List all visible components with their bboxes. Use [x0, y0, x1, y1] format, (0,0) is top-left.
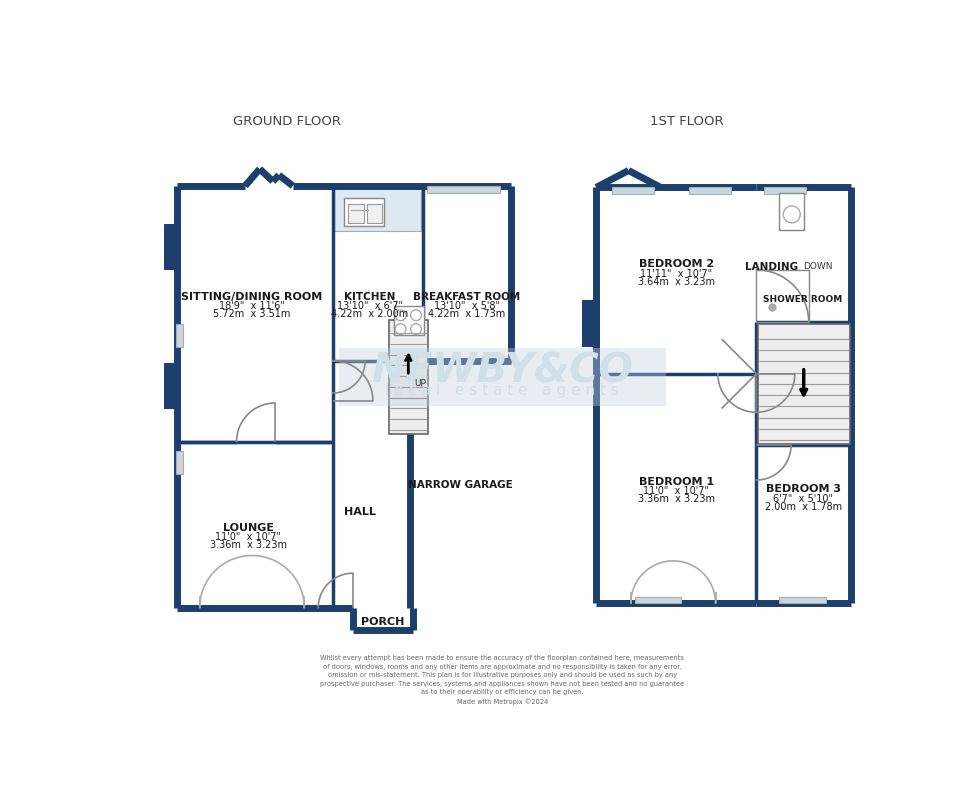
- Bar: [427, 186, 500, 192]
- Text: l o c a l   e s t a t e   a g e n t s: l o c a l e s t a t e a g e n t s: [385, 383, 619, 398]
- Text: BEDROOM 2: BEDROOM 2: [639, 260, 713, 269]
- Text: DOWN: DOWN: [804, 262, 833, 271]
- Bar: [757, 270, 808, 322]
- Bar: [389, 320, 427, 434]
- Bar: [779, 597, 826, 604]
- Bar: [167, 366, 177, 405]
- Bar: [339, 348, 666, 406]
- Text: LOUNGE: LOUNGE: [222, 523, 273, 533]
- Bar: [585, 303, 596, 343]
- Bar: [395, 306, 423, 335]
- Bar: [175, 451, 183, 474]
- Text: 11'0"  x 10'7": 11'0" x 10'7": [643, 485, 710, 496]
- Text: UP: UP: [415, 379, 426, 388]
- Bar: [167, 227, 177, 266]
- Text: NEWBY&CO: NEWBY&CO: [371, 352, 633, 391]
- Text: 18'9"  x 11'6": 18'9" x 11'6": [220, 301, 285, 311]
- Text: 1ST FLOOR: 1ST FLOOR: [651, 115, 724, 128]
- Text: Whilst every attempt has been made to ensure the accuracy of the floorplan conta: Whilst every attempt has been made to en…: [320, 656, 684, 705]
- Bar: [348, 204, 364, 223]
- Bar: [344, 198, 384, 226]
- Text: 3.36m  x 3.23m: 3.36m x 3.23m: [638, 494, 714, 505]
- Bar: [367, 204, 382, 223]
- Bar: [758, 324, 850, 444]
- Text: PORCH: PORCH: [362, 617, 405, 626]
- Bar: [689, 188, 731, 193]
- Text: 3.36m  x 3.23m: 3.36m x 3.23m: [210, 540, 287, 550]
- Text: 6'7"  x 5'10": 6'7" x 5'10": [773, 493, 833, 504]
- Text: LANDING: LANDING: [745, 261, 799, 272]
- Text: BREAKFAST ROOM: BREAKFAST ROOM: [414, 291, 520, 302]
- Text: HALL: HALL: [344, 508, 375, 517]
- Text: 2.00m  x 1.78m: 2.00m x 1.78m: [764, 502, 842, 512]
- Text: 13'10"  x 5'8": 13'10" x 5'8": [434, 301, 500, 311]
- Text: BEDROOM 1: BEDROOM 1: [639, 477, 713, 486]
- Bar: [175, 324, 183, 347]
- Bar: [764, 188, 807, 193]
- Text: BEDROOM 3: BEDROOM 3: [765, 484, 841, 494]
- Text: 13'10"  x 6'7": 13'10" x 6'7": [337, 301, 403, 311]
- Text: KITCHEN: KITCHEN: [344, 291, 396, 302]
- Text: 5.72m  x 3.51m: 5.72m x 3.51m: [214, 310, 291, 319]
- Text: 11'11"  x 10'7": 11'11" x 10'7": [640, 268, 712, 279]
- Text: GROUND FLOOR: GROUND FLOOR: [232, 115, 341, 128]
- Text: 4.22m  x 1.73m: 4.22m x 1.73m: [428, 310, 506, 319]
- Text: 11'0"  x 10'7": 11'0" x 10'7": [216, 532, 281, 542]
- Bar: [612, 188, 654, 193]
- Text: 4.22m  x 2.00m: 4.22m x 2.00m: [331, 310, 409, 319]
- Text: 3.64m  x 3.23m: 3.64m x 3.23m: [638, 277, 714, 287]
- Bar: [779, 192, 804, 230]
- Bar: [635, 597, 681, 604]
- Text: SITTING/DINING ROOM: SITTING/DINING ROOM: [181, 291, 322, 302]
- Text: NARROW GARAGE: NARROW GARAGE: [408, 481, 513, 490]
- Bar: [334, 186, 421, 231]
- Text: SHOWER ROOM: SHOWER ROOM: [762, 295, 842, 303]
